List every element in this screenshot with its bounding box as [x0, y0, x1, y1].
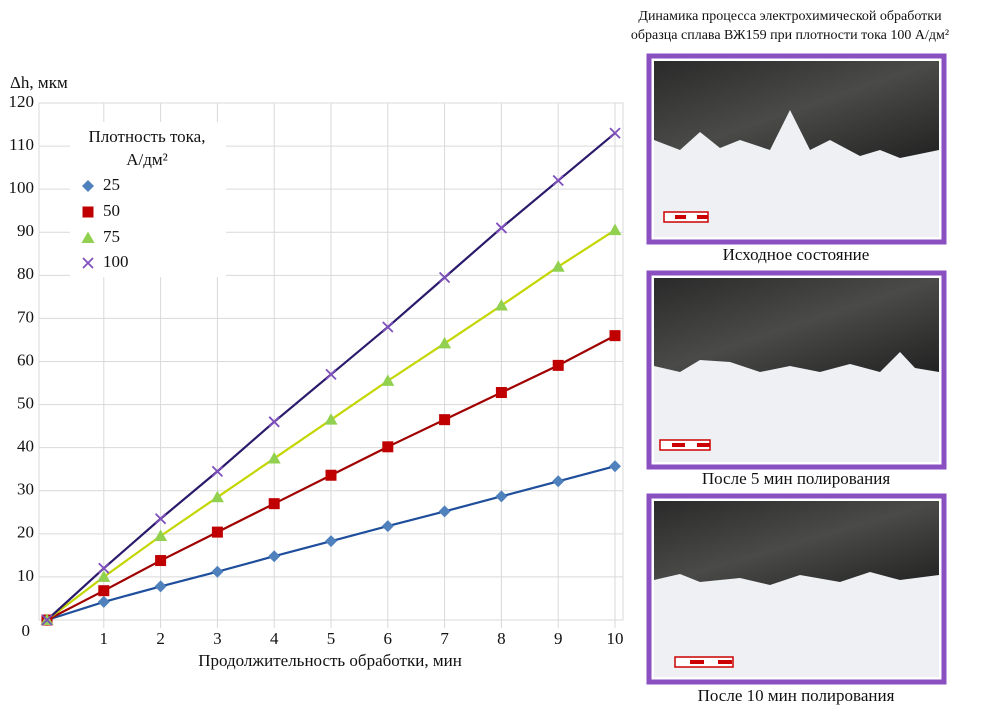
marker	[610, 330, 621, 341]
x-tick-label: 7	[440, 629, 449, 648]
x-tick-label: 10	[607, 629, 624, 648]
legend-title: Плотность тока,	[89, 127, 206, 146]
micrograph	[649, 56, 944, 242]
marker	[439, 414, 450, 425]
legend-title: А/дм²	[126, 150, 168, 169]
legend-label: 25	[103, 175, 120, 194]
y-tick-label: 20	[17, 523, 34, 542]
panel-title: Динамика процесса электрохимической обра…	[638, 9, 942, 24]
y-tick-label: 70	[17, 307, 34, 326]
marker	[382, 441, 393, 452]
x-tick-label: 6	[384, 629, 393, 648]
micrograph	[649, 273, 944, 467]
legend-label: 50	[103, 201, 120, 220]
legend-label: 100	[103, 252, 129, 271]
y-tick-label: 60	[17, 350, 34, 369]
x-tick-label: 4	[270, 629, 279, 648]
caption: После 10 мин полирования	[698, 686, 895, 705]
x-tick-label: 1	[100, 629, 109, 648]
marker	[212, 527, 223, 538]
caption: Исходное состояние	[723, 245, 870, 264]
x-axis-label: Продолжительность обработки, мин	[198, 651, 462, 670]
caption: После 5 мин полирования	[702, 469, 890, 488]
marker	[98, 585, 109, 596]
x-tick-label: 3	[213, 629, 222, 648]
y-tick-label: 50	[17, 393, 34, 412]
marker	[496, 387, 507, 398]
y-axis-label: Δh, мкм	[10, 73, 68, 92]
y-tick-label: 40	[17, 437, 34, 456]
figure: 010203040506070809010011012012345678910 …	[0, 0, 1007, 708]
y-tick-label: 80	[17, 264, 34, 283]
legend-label: 75	[103, 227, 120, 246]
y-tick-label: 90	[17, 221, 34, 240]
y-tick-label: 30	[17, 480, 34, 499]
y-tick-label: 0	[22, 621, 31, 640]
marker	[155, 555, 166, 566]
micrograph	[649, 496, 944, 682]
x-tick-label: 2	[156, 629, 165, 648]
y-tick-label: 10	[17, 566, 34, 585]
x-tick-label: 5	[327, 629, 336, 648]
marker	[326, 470, 337, 481]
page: {"chart_data": {"type": "line", "ylabel"…	[0, 0, 1007, 713]
panel-title: образца сплава ВЖ159 при плотности тока …	[631, 28, 949, 43]
legend-marker	[83, 207, 94, 218]
y-tick-label: 110	[9, 135, 34, 154]
marker	[553, 360, 564, 371]
y-tick-label: 120	[9, 92, 35, 111]
y-tick-label: 100	[9, 178, 35, 197]
x-tick-label: 8	[497, 629, 506, 648]
x-tick-label: 9	[554, 629, 563, 648]
marker	[269, 498, 280, 509]
